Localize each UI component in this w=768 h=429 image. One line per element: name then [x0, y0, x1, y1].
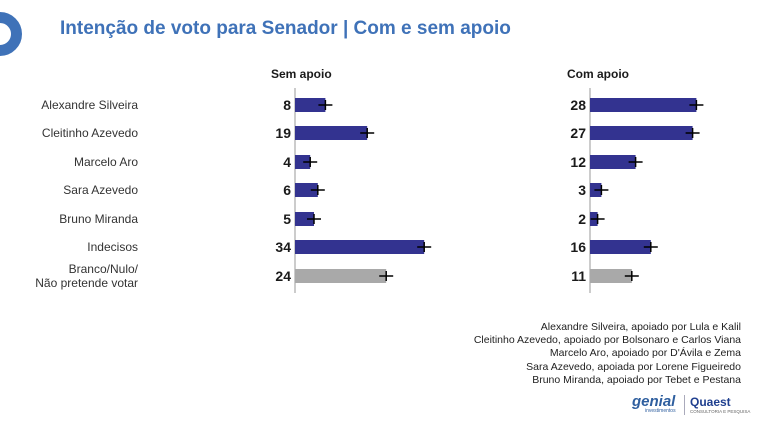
support-note: Cleitinho Azevedo, apoiado por Bolsonaro…	[473, 334, 741, 347]
panel-title-sem-apoio: Sem apoio	[271, 67, 332, 81]
bar	[295, 269, 387, 283]
bar	[590, 126, 693, 140]
data-label: 2	[578, 211, 586, 227]
support-note: Sara Azevedo, apoiada por Lorene Figueir…	[526, 360, 741, 373]
bar	[295, 212, 314, 226]
bar	[590, 98, 697, 112]
bar	[295, 98, 326, 112]
data-label: 6	[283, 182, 291, 198]
data-label: 4	[283, 154, 291, 170]
data-label: 28	[570, 97, 586, 113]
category-label-line: Sara Azevedo	[63, 183, 138, 197]
quaest-logo-subtitle: CONSULTORIA E PESQUISA	[690, 409, 751, 414]
category-label-line: Não pretende votar	[35, 276, 138, 290]
category-label: Sara Azevedo	[63, 183, 138, 197]
data-label: 8	[283, 97, 291, 113]
data-label: 19	[275, 125, 291, 141]
bar	[590, 155, 636, 169]
data-label: 3	[578, 182, 586, 198]
support-note: Marcelo Aro, apoiado por D'Ávila e Zema	[549, 347, 741, 360]
data-label: 12	[570, 154, 586, 170]
data-label: 16	[570, 239, 586, 255]
panel-title-com-apoio: Com apoio	[567, 67, 629, 81]
logo-divider	[684, 395, 685, 415]
data-label: 5	[283, 211, 291, 227]
data-label: 27	[570, 125, 586, 141]
support-note: Bruno Miranda, apoiado por Tebet e Pesta…	[532, 373, 741, 386]
bar	[295, 240, 425, 254]
bar	[295, 126, 368, 140]
bar	[590, 269, 632, 283]
category-label-line: Cleitinho Azevedo	[41, 126, 138, 140]
bar	[295, 183, 318, 197]
category-label-line: Marcelo Aro	[73, 155, 138, 169]
category-label: Cleitinho Azevedo	[42, 126, 138, 140]
category-label-line: Indecisos	[87, 240, 138, 254]
data-label: 34	[275, 239, 291, 255]
bar	[590, 240, 651, 254]
support-note: Alexandre Silveira, apoiado por Lula e K…	[540, 321, 741, 333]
category-label-line: Branco/Nulo/	[68, 262, 138, 276]
quaest-logo: Quaest	[690, 395, 731, 409]
data-label: 11	[571, 268, 586, 284]
category-label-line: Alexandre Silveira	[41, 98, 138, 112]
category-label: Bruno Miranda	[59, 212, 138, 226]
category-label-line: Bruno Miranda	[59, 212, 138, 226]
data-label: 24	[275, 268, 291, 284]
genial-logo-subtitle: investimentos	[645, 408, 676, 414]
brand-arc-shape	[0, 12, 22, 56]
category-label: Branco/Nulo/Não pretende votar	[35, 262, 138, 290]
genial-logo: genial	[632, 393, 676, 410]
bar	[295, 155, 311, 169]
category-label: Marcelo Aro	[74, 155, 138, 169]
category-label: Indecisos	[87, 240, 138, 254]
category-label: Alexandre Silveira	[41, 98, 138, 112]
page-title: Intenção de voto para Senador | Com e se…	[60, 18, 511, 39]
support-notes: Alexandre Silveira, apoiado por Lula e K…	[474, 321, 741, 387]
